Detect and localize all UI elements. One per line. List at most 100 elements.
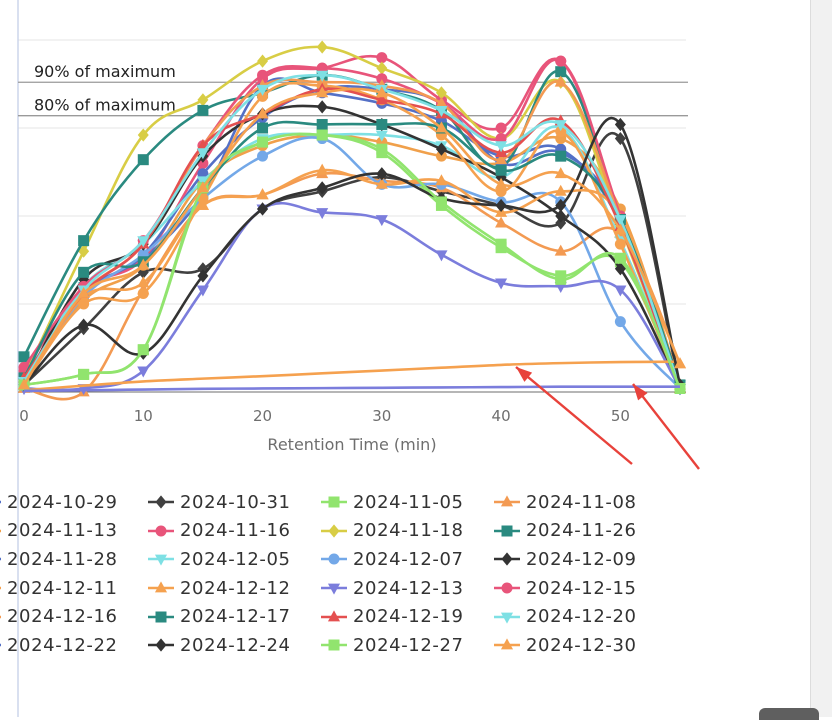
legend-marker-shape[interactable] <box>500 638 514 650</box>
data-point[interactable] <box>555 126 567 138</box>
series-line[interactable] <box>22 120 682 386</box>
data-point[interactable] <box>17 378 31 390</box>
data-point[interactable] <box>316 181 328 195</box>
data-point[interactable] <box>495 164 507 176</box>
data-point[interactable] <box>554 75 567 87</box>
legend-marker-shape[interactable] <box>328 496 340 508</box>
series-line[interactable] <box>23 385 680 393</box>
data-point[interactable] <box>555 66 567 78</box>
data-point[interactable] <box>674 382 686 394</box>
data-point[interactable] <box>196 148 209 160</box>
data-point[interactable] <box>257 136 269 148</box>
legend-marker-shape[interactable] <box>155 611 167 623</box>
data-point[interactable] <box>196 198 209 210</box>
legend-item[interactable]: 2024-12-17 <box>148 602 321 631</box>
data-point[interactable] <box>614 316 626 328</box>
data-point[interactable] <box>614 252 626 264</box>
data-point[interactable] <box>376 118 388 130</box>
legend-item[interactable]: 2024-12-22 <box>0 631 148 660</box>
legend-marker-shape[interactable] <box>327 610 341 622</box>
data-point[interactable] <box>316 208 329 220</box>
data-point[interactable] <box>316 163 329 175</box>
data-point[interactable] <box>495 122 507 134</box>
data-point[interactable] <box>78 266 90 278</box>
data-point[interactable] <box>375 130 388 142</box>
data-point[interactable] <box>555 150 567 162</box>
data-point[interactable] <box>137 344 149 356</box>
data-point[interactable] <box>316 40 328 54</box>
series-line[interactable] <box>22 87 682 386</box>
legend-item[interactable]: 2024-12-13 <box>321 574 494 603</box>
data-point[interactable] <box>197 262 209 276</box>
data-point[interactable] <box>375 86 388 98</box>
data-point[interactable] <box>614 285 627 297</box>
data-point[interactable] <box>197 269 209 283</box>
data-point[interactable] <box>78 368 90 380</box>
data-point[interactable] <box>435 196 447 208</box>
legend-item[interactable]: 2024-12-16 <box>0 602 148 631</box>
data-point[interactable] <box>555 216 567 230</box>
series-line[interactable] <box>22 168 682 386</box>
data-point[interactable] <box>375 215 388 227</box>
legend-item[interactable]: 2024-10-31 <box>148 488 321 517</box>
data-point[interactable] <box>614 131 626 146</box>
data-point[interactable] <box>257 202 269 216</box>
data-point[interactable] <box>495 153 508 165</box>
data-point[interactable] <box>555 198 567 213</box>
legend-marker-shape[interactable] <box>328 553 340 565</box>
legend-marker-shape[interactable] <box>328 639 340 651</box>
legend-marker-shape[interactable] <box>154 555 168 567</box>
data-point[interactable] <box>137 128 149 142</box>
legend-item[interactable]: 2024-12-07 <box>321 545 494 574</box>
legend-marker-shape[interactable] <box>500 612 514 624</box>
data-point[interactable] <box>257 150 269 162</box>
data-point[interactable] <box>673 357 687 369</box>
series-line[interactable] <box>22 45 682 386</box>
legend-item[interactable]: 2024-12-30 <box>494 631 684 660</box>
data-point[interactable] <box>256 84 269 96</box>
data-point[interactable] <box>555 55 567 67</box>
data-point[interactable] <box>376 167 388 181</box>
data-point[interactable] <box>18 351 30 363</box>
vertical-scrollbar[interactable] <box>810 0 832 717</box>
data-point[interactable] <box>495 278 508 290</box>
series-line[interactable] <box>22 104 682 390</box>
legend-marker-shape[interactable] <box>501 582 513 594</box>
data-point[interactable] <box>554 244 567 256</box>
legend-marker-shape[interactable] <box>155 495 167 509</box>
legend-item[interactable]: 2024-12-11 <box>0 574 148 603</box>
series-line[interactable] <box>23 360 681 392</box>
data-point[interactable] <box>196 285 209 297</box>
legend-item[interactable]: 2024-11-26 <box>494 517 684 546</box>
data-point[interactable] <box>316 86 329 98</box>
legend-marker-shape[interactable] <box>155 638 167 652</box>
legend-item[interactable]: 2024-11-28 <box>0 545 148 574</box>
legend-marker-shape[interactable] <box>154 581 168 593</box>
legend-marker-shape[interactable] <box>500 495 514 507</box>
data-point[interactable] <box>614 223 627 235</box>
data-point[interactable] <box>495 238 507 250</box>
data-point[interactable] <box>316 118 328 130</box>
data-point[interactable] <box>614 215 627 227</box>
data-point[interactable] <box>435 142 447 156</box>
data-point[interactable] <box>495 216 508 228</box>
legend-item[interactable]: 2024-11-13 <box>0 517 148 546</box>
data-point[interactable] <box>137 366 150 378</box>
data-point[interactable] <box>435 250 448 262</box>
data-point[interactable] <box>257 122 269 134</box>
data-point[interactable] <box>257 69 269 81</box>
legend-marker-shape[interactable] <box>328 524 340 538</box>
data-point[interactable] <box>196 181 209 193</box>
data-point[interactable] <box>614 262 626 276</box>
data-point[interactable] <box>495 141 508 153</box>
data-point[interactable] <box>137 236 150 248</box>
data-point[interactable] <box>554 120 567 132</box>
data-point[interactable] <box>375 177 388 189</box>
legend-item[interactable]: 2024-11-05 <box>321 488 494 517</box>
legend-item[interactable]: 2024-11-16 <box>148 517 321 546</box>
data-point[interactable] <box>137 154 149 166</box>
data-point[interactable] <box>435 86 447 100</box>
data-point[interactable] <box>77 286 90 298</box>
data-point[interactable] <box>555 209 567 223</box>
legend-item[interactable]: 2024-12-19 <box>321 602 494 631</box>
